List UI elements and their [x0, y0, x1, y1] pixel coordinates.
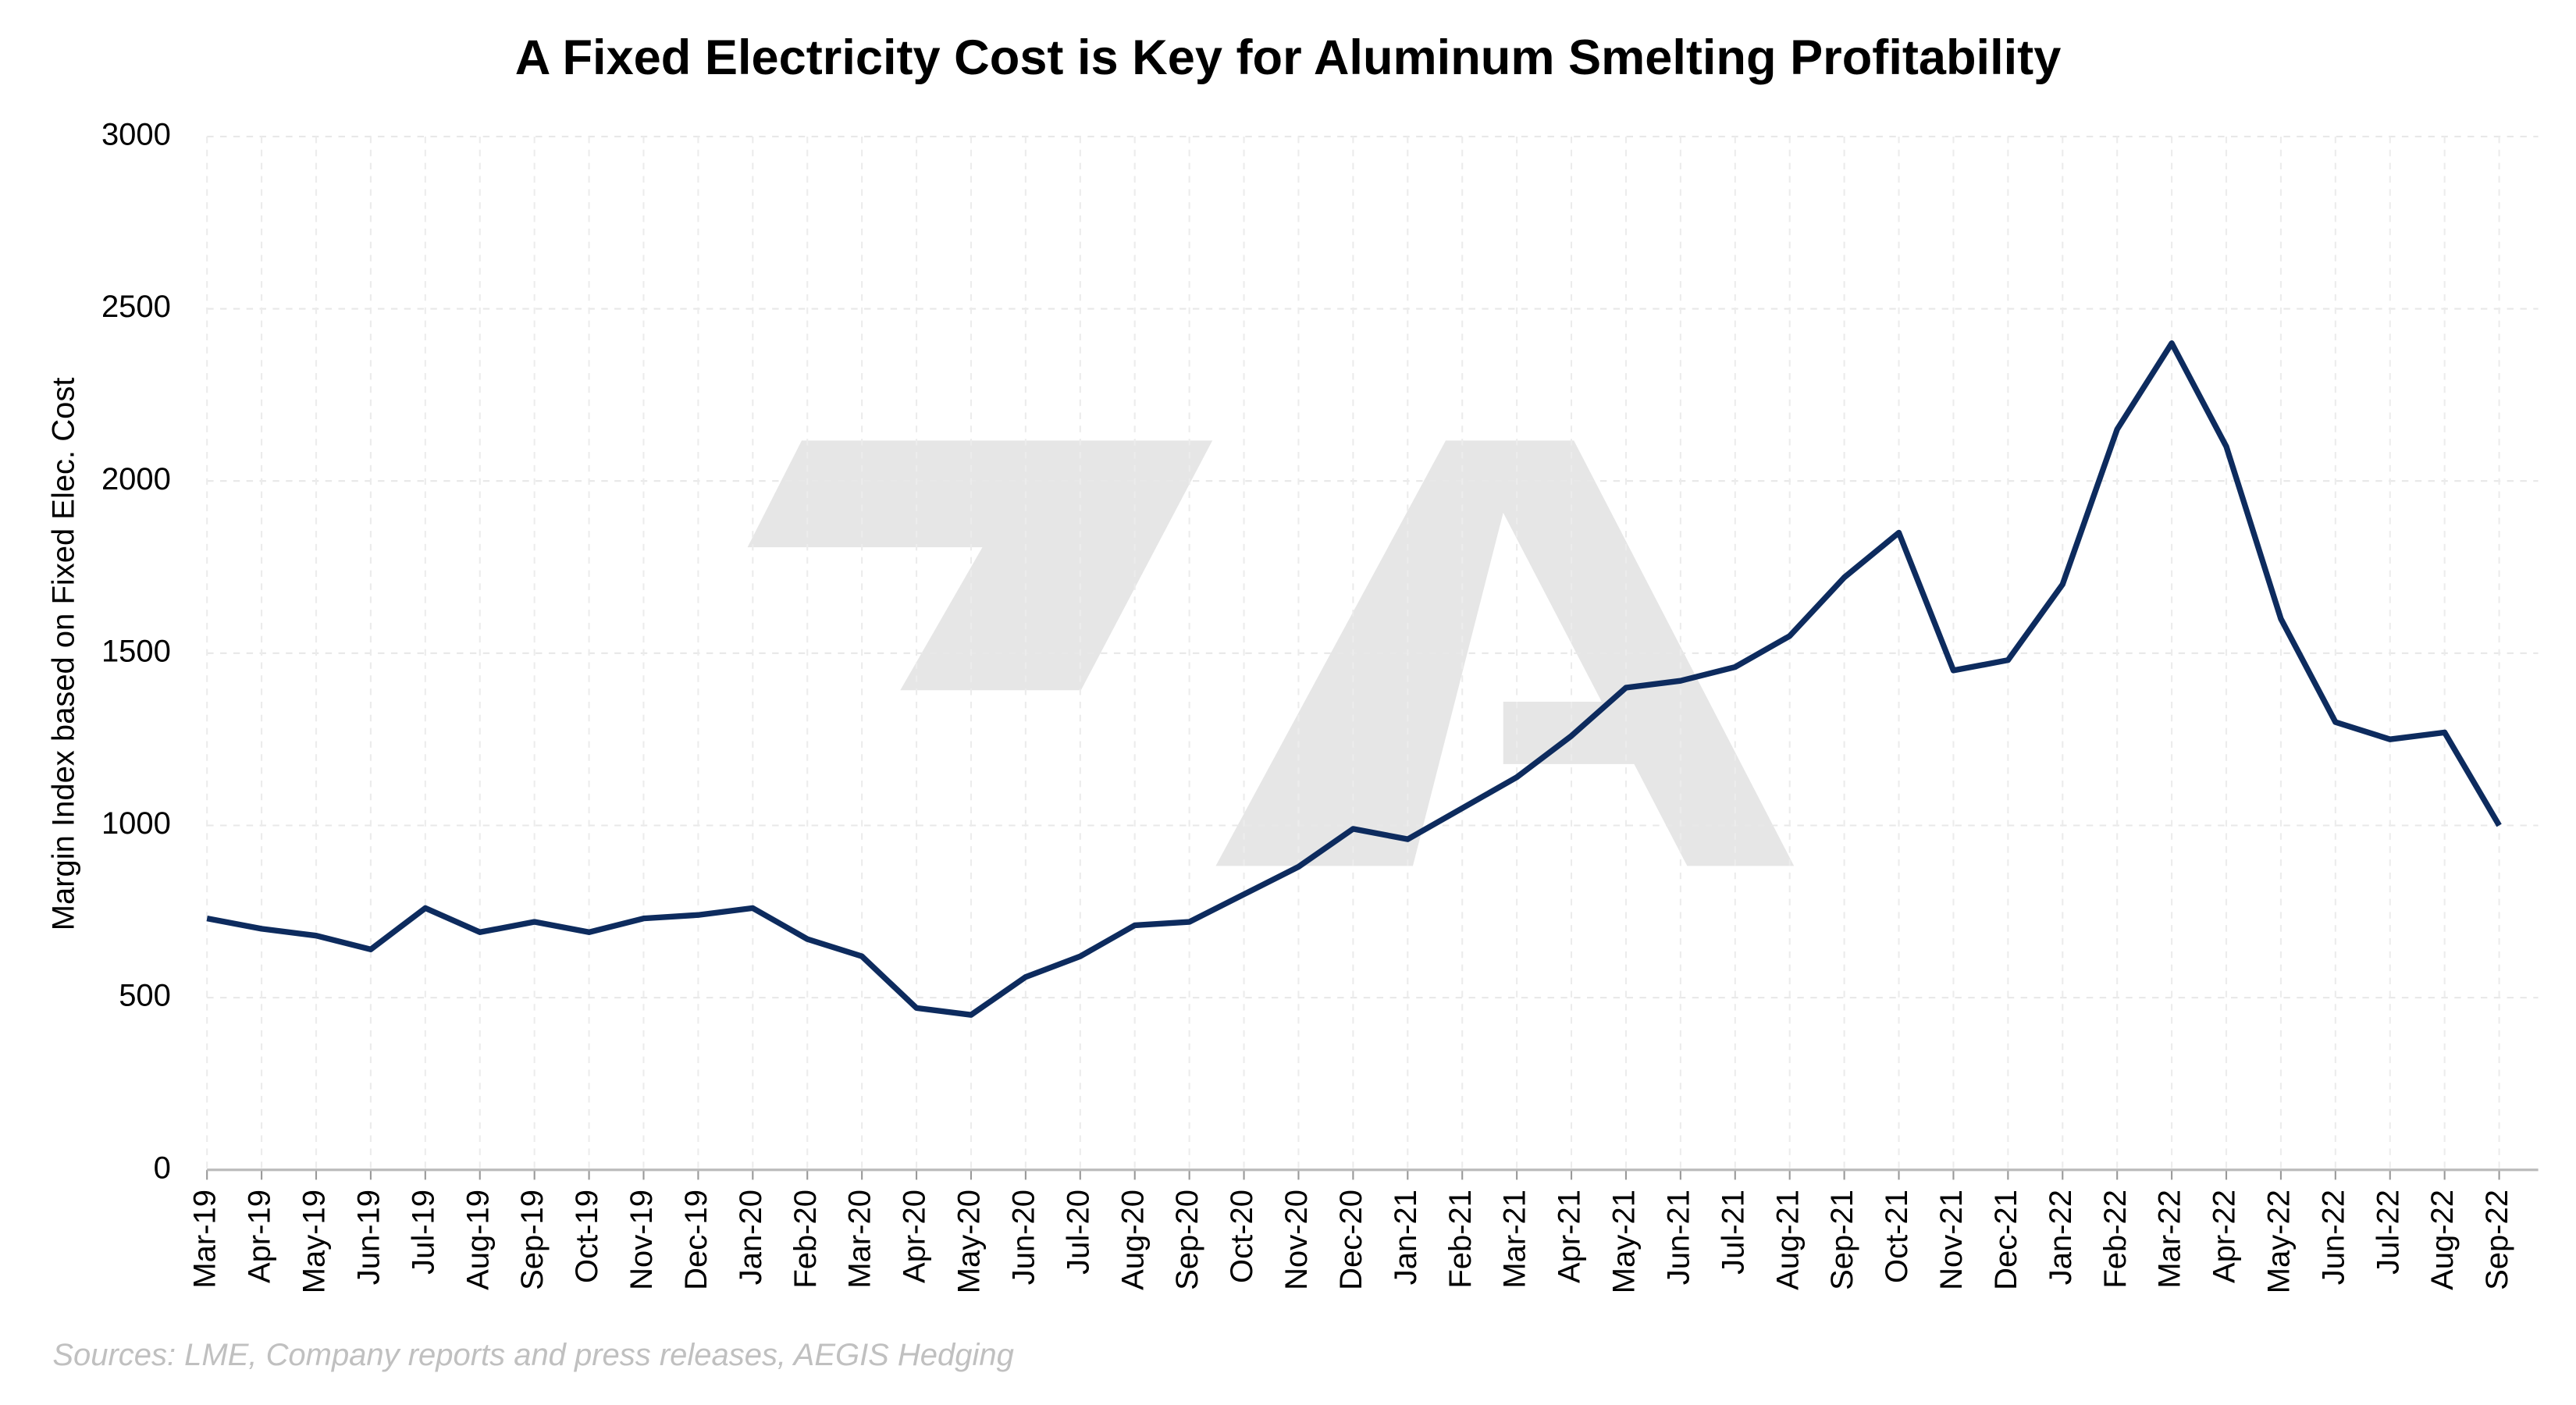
x-tick-label: Sep-22	[2480, 1190, 2514, 1290]
y-tick-label: 1500	[101, 634, 171, 668]
x-tick-label: Aug-21	[1770, 1190, 1805, 1290]
x-tick-label: Jul-20	[1061, 1190, 1095, 1275]
x-tick-label: Aug-20	[1115, 1190, 1150, 1290]
x-tick-label: Sep-20	[1170, 1190, 1204, 1290]
x-tick-label: Feb-22	[2098, 1190, 2133, 1289]
x-tick-label: Oct-20	[1225, 1190, 1259, 1283]
x-tick-label: Jan-21	[1389, 1190, 1423, 1285]
x-tick-label: Apr-22	[2208, 1190, 2242, 1283]
x-tick-label: May-21	[1607, 1190, 1642, 1293]
x-tick-label: Sep-21	[1825, 1190, 1859, 1290]
x-tick-label: Jan-20	[734, 1190, 768, 1285]
x-tick-label: Aug-19	[461, 1190, 495, 1290]
x-tick-label: Apr-20	[898, 1190, 932, 1283]
x-tick-label: May-19	[297, 1190, 332, 1293]
x-tick-label: Jul-19	[406, 1190, 440, 1275]
x-tick-label: Jun-20	[1006, 1190, 1041, 1285]
x-tick-label: Jun-22	[2316, 1190, 2350, 1285]
chart-title: A Fixed Electricity Cost is Key for Alum…	[515, 30, 2062, 85]
x-tick-label: Mar-20	[843, 1190, 877, 1289]
y-tick-label: 1000	[101, 806, 171, 841]
y-tick-label: 0	[154, 1151, 171, 1185]
x-tick-label: Sep-19	[515, 1190, 550, 1290]
y-axis-label: Margin Index based on Fixed Elec. Cost	[47, 378, 81, 931]
x-tick-label: Mar-19	[188, 1190, 222, 1289]
y-tick-label: 2000	[101, 462, 171, 496]
x-tick-label: Jul-22	[2371, 1190, 2405, 1275]
x-tick-label: Nov-19	[624, 1190, 659, 1290]
x-tick-label: Feb-21	[1443, 1190, 1478, 1289]
x-tick-label: Jul-21	[1716, 1190, 1750, 1275]
x-tick-label: May-22	[2261, 1190, 2296, 1293]
x-tick-label: Dec-21	[1989, 1190, 2023, 1290]
x-tick-label: May-20	[952, 1190, 987, 1293]
x-tick-label: Mar-21	[1498, 1190, 1532, 1289]
x-tick-label: Apr-19	[243, 1190, 277, 1283]
x-tick-label: Jun-21	[1661, 1190, 1695, 1285]
y-tick-label: 3000	[101, 118, 171, 152]
y-tick-label: 500	[119, 979, 171, 1013]
x-tick-label: Dec-19	[679, 1190, 713, 1290]
x-tick-label: Oct-19	[570, 1190, 604, 1283]
x-tick-label: Mar-22	[2153, 1190, 2187, 1289]
x-tick-label: Feb-20	[788, 1190, 823, 1289]
y-tick-label: 2500	[101, 290, 171, 324]
x-tick-label: Nov-20	[1279, 1190, 1314, 1290]
x-tick-label: Nov-21	[1934, 1190, 1969, 1290]
x-tick-label: Dec-20	[1334, 1190, 1368, 1290]
x-tick-label: Oct-21	[1880, 1190, 1914, 1283]
source-note: Sources: LME, Company reports and press …	[52, 1338, 1013, 1372]
x-tick-label: Apr-21	[1553, 1190, 1587, 1283]
x-tick-label: Jun-19	[351, 1190, 386, 1285]
x-tick-label: Jan-22	[2044, 1190, 2078, 1285]
data-line	[206, 340, 2502, 1018]
x-tick-label: Aug-22	[2425, 1190, 2460, 1290]
